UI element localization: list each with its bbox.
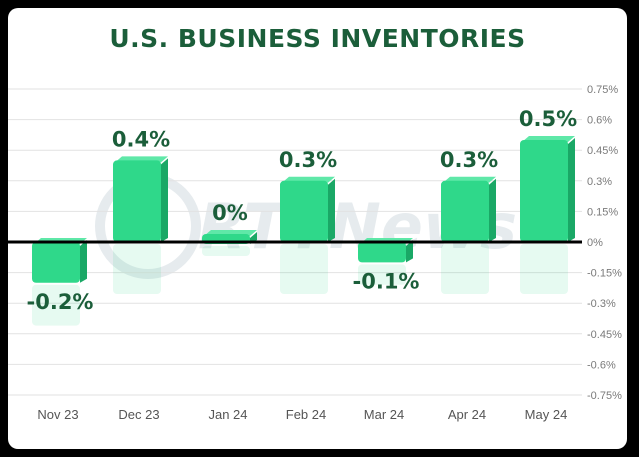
y-tick-label: 0.6%	[587, 115, 612, 127]
x-tick-label: Feb 24	[286, 407, 326, 422]
bar	[280, 176, 335, 294]
y-tick-label: -0.6%	[587, 359, 616, 371]
bar-side	[489, 178, 496, 242]
y-tick-label: 0%	[587, 237, 603, 249]
y-tick-label: -0.15%	[587, 268, 622, 280]
y-tick-label: -0.3%	[587, 298, 616, 310]
bar-side	[80, 240, 87, 283]
bar-front	[441, 180, 489, 242]
bar-front	[520, 140, 568, 242]
chart-frame: U.S. BUSINESS INVENTORIES RTTNews 0.75% 0…	[8, 8, 627, 449]
data-label: -0.1%	[353, 269, 420, 293]
x-tick-label: Apr 24	[448, 407, 486, 422]
bar-front	[32, 242, 80, 283]
bar-front	[358, 242, 406, 263]
y-tick-label: 0.3%	[587, 176, 612, 188]
data-label: 0%	[212, 201, 248, 225]
bar-reflection	[113, 244, 161, 294]
y-tick-label: -0.75%	[587, 390, 622, 402]
bar	[520, 136, 575, 294]
data-label: 0.4%	[112, 127, 170, 151]
data-label: 0.3%	[440, 148, 498, 172]
chart-title: U.S. BUSINESS INVENTORIES	[109, 24, 526, 53]
data-label: 0.3%	[279, 148, 337, 172]
x-tick-label: Mar 24	[364, 407, 404, 422]
bar-front	[280, 180, 328, 242]
y-tick-label: 0.45%	[587, 145, 618, 157]
bar-reflection	[520, 244, 568, 294]
y-tick-label: 0.75%	[587, 84, 618, 96]
x-tick-label: May 24	[525, 407, 568, 422]
x-tick-label: Nov 23	[37, 407, 78, 422]
bar-side	[328, 178, 335, 242]
bar	[113, 156, 168, 294]
bar-chart: RTTNews 0.75%0.6%0.45%0.3%0.15%0%-0.15%-…	[8, 84, 622, 422]
y-tick-label: -0.45%	[587, 329, 622, 341]
x-tick-label: Dec 23	[118, 407, 159, 422]
bar-front	[113, 160, 161, 242]
x-tick-label: Jan 24	[208, 407, 247, 422]
bar-reflection	[358, 264, 406, 285]
data-label: 0.5%	[519, 107, 577, 131]
bar-reflection	[280, 244, 328, 294]
data-label: -0.2%	[27, 290, 94, 314]
bar-reflection	[441, 244, 489, 294]
bar-reflection	[32, 284, 80, 326]
bar-side	[406, 240, 413, 263]
bar-reflection	[202, 246, 250, 256]
bar-side	[568, 138, 575, 242]
bar	[441, 176, 496, 294]
bar-side	[161, 158, 168, 242]
y-tick-label: 0.15%	[587, 206, 618, 218]
